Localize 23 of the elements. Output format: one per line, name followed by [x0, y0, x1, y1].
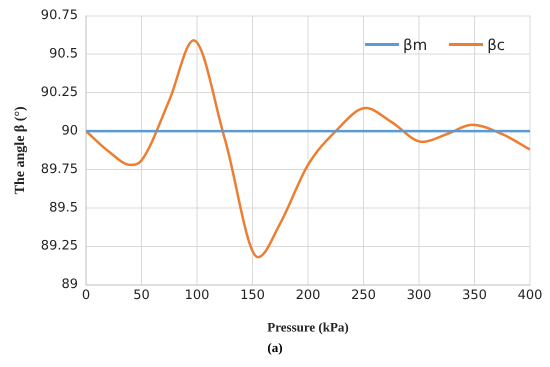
y-tick-label: 89 [61, 277, 78, 292]
x-tick-label: 400 [518, 288, 542, 303]
y-tick-label: 89.5 [49, 200, 78, 216]
y-tick-label: 90.75 [40, 8, 78, 24]
x-axis-title: Pressure (kPa) [267, 320, 349, 335]
x-tick-label: 200 [296, 288, 320, 303]
legend-label: βc [487, 36, 506, 54]
y-tick-label: 89.25 [40, 238, 78, 254]
y-axis-title: The angle β (°) [13, 106, 28, 194]
y-tick-label: 90.25 [40, 85, 78, 100]
x-tick-label: 350 [462, 288, 487, 303]
x-tick-label: 0 [82, 288, 90, 303]
x-tick-label: 100 [184, 288, 210, 303]
line-series [86, 39, 530, 258]
x-tick-label: 300 [406, 288, 432, 303]
x-tick-label: 50 [133, 288, 150, 303]
x-tick-label: 250 [351, 288, 376, 303]
text: (a) [266, 340, 284, 356]
legend-label: βm [403, 36, 428, 54]
y-tick-label: 89.75 [40, 162, 78, 177]
x-tick-label: 150 [240, 288, 265, 303]
y-tick-label: 90.5 [49, 46, 78, 62]
y-tick-label: 90 [61, 123, 78, 138]
